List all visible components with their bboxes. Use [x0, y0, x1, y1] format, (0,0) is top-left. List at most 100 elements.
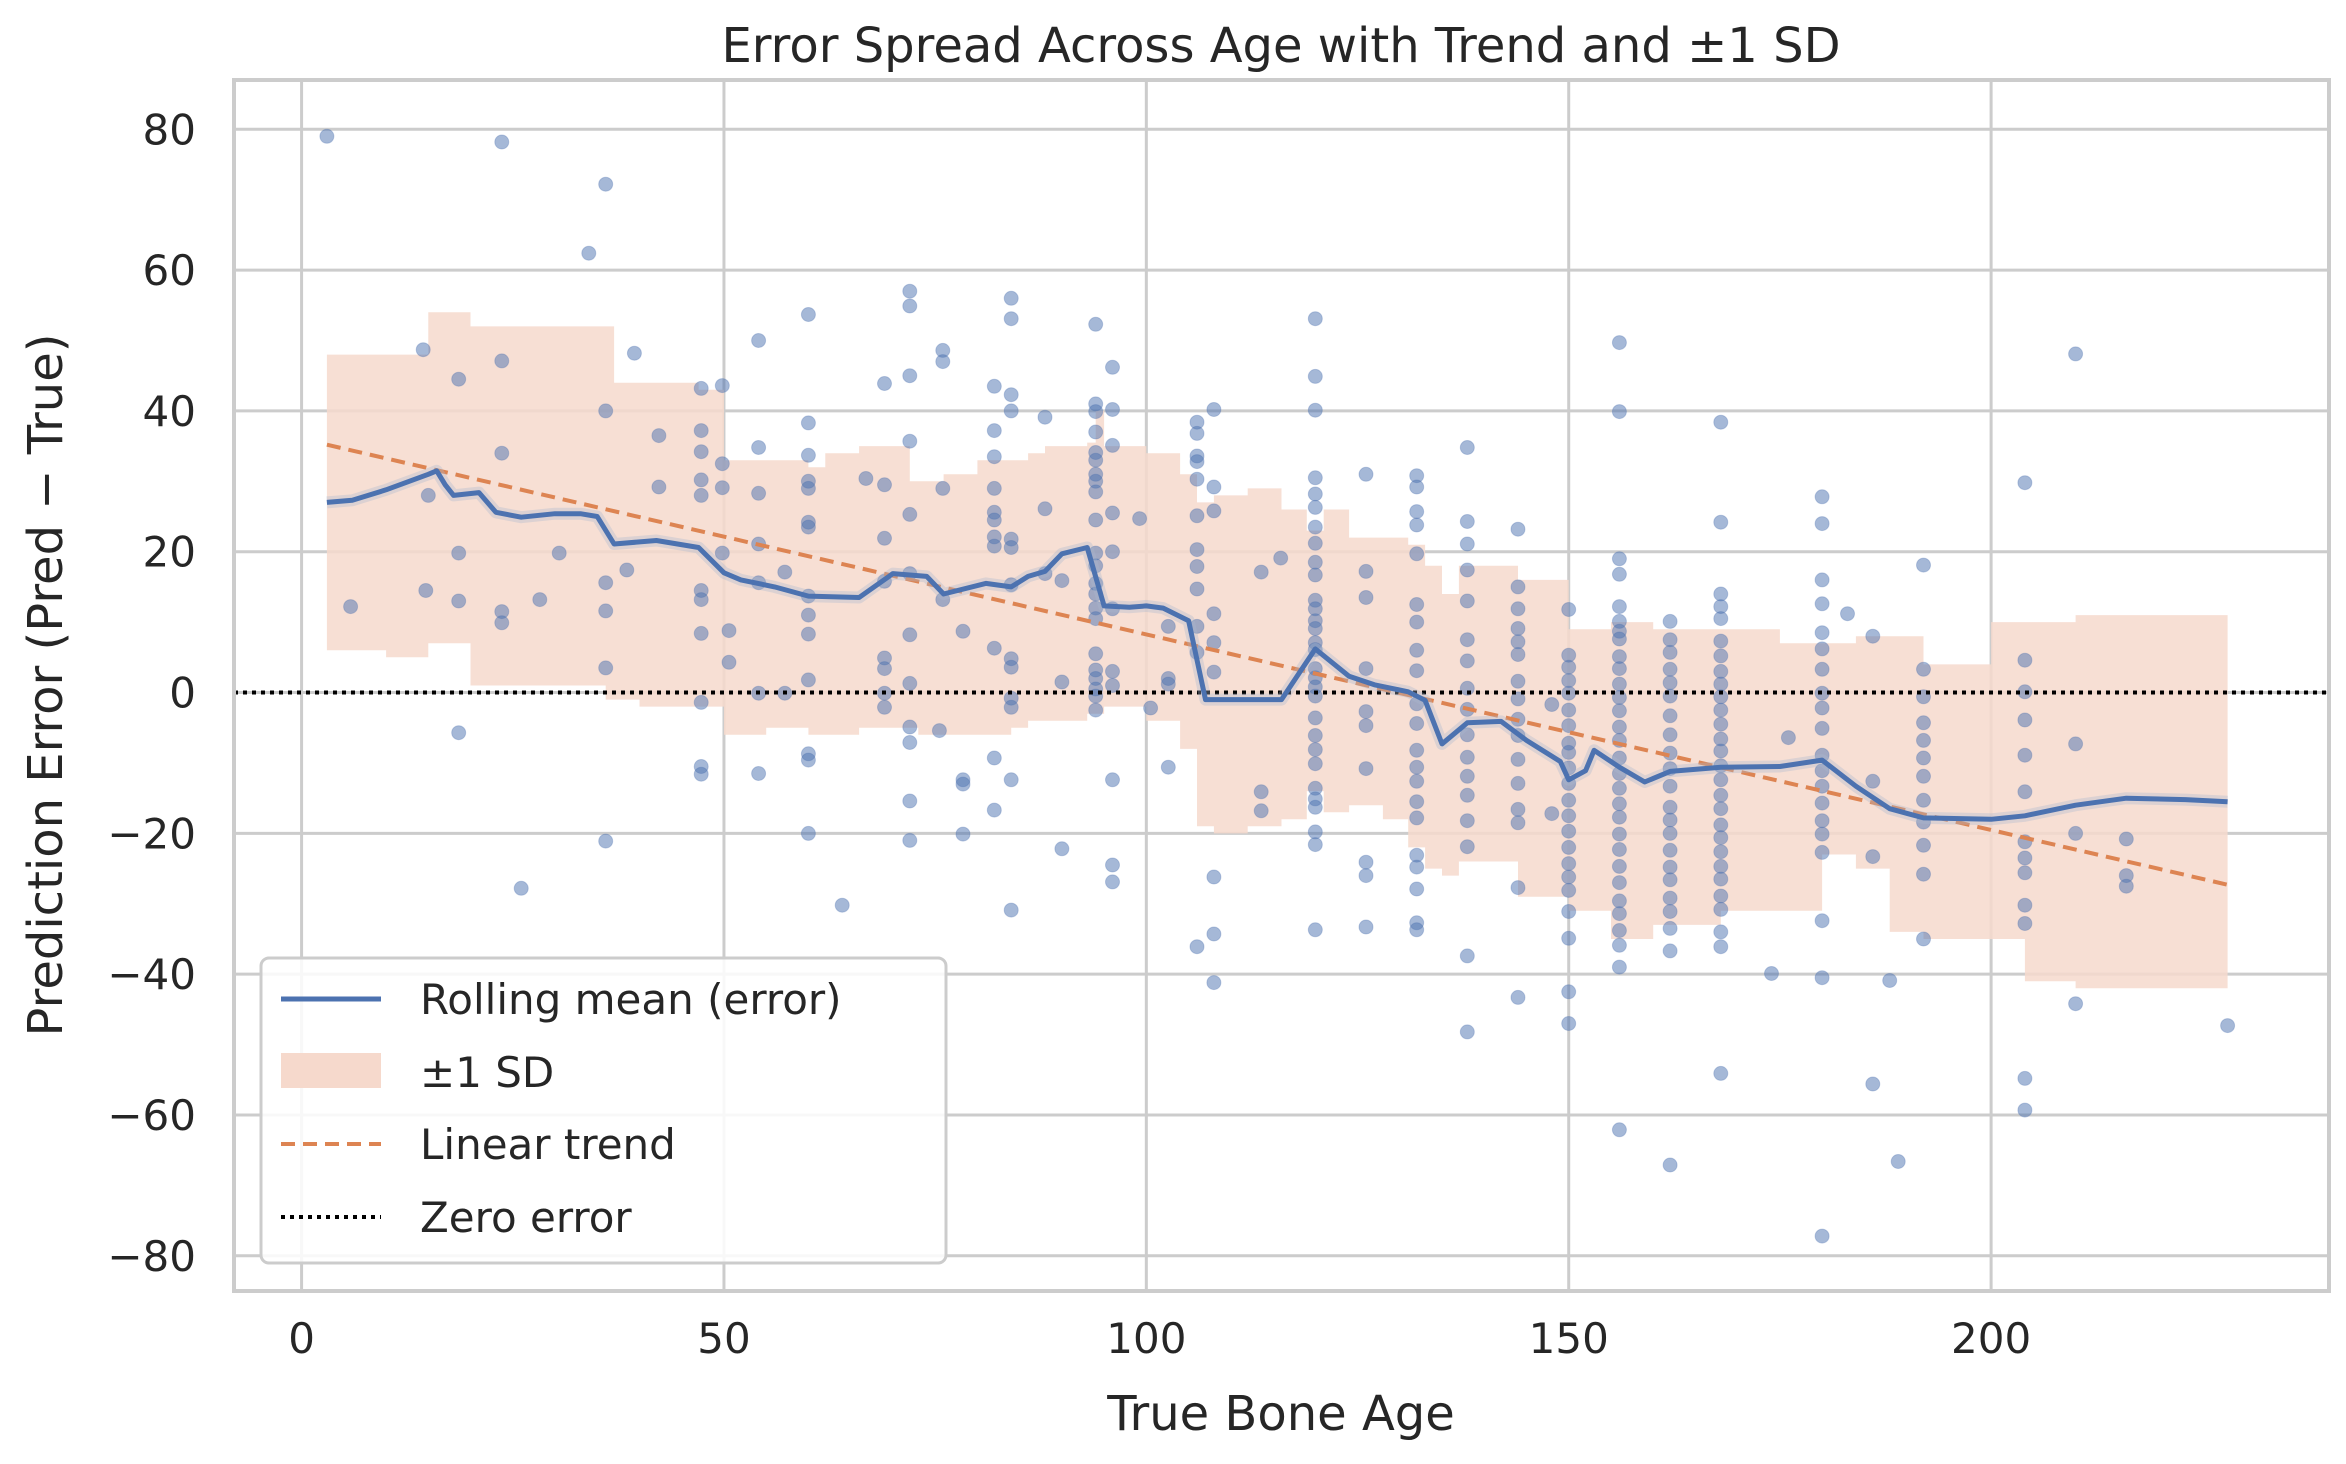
scatter-point [986, 480, 1002, 496]
scatter-point [1510, 601, 1526, 617]
scatter-point [1865, 849, 1881, 865]
y-tick-label: −80 [107, 1232, 196, 1281]
scatter-point [1409, 810, 1425, 826]
scatter-point [1206, 402, 1222, 417]
scatter-point [1105, 402, 1120, 417]
scatter-point [2118, 831, 2134, 847]
scatter-point [1409, 881, 1425, 897]
scatter-point [1662, 644, 1678, 660]
scatter-point [800, 519, 816, 535]
scatter-point [1611, 937, 1627, 953]
scatter-point [693, 423, 709, 439]
scatter-point [1358, 590, 1374, 605]
x-tick-label: 100 [1106, 1314, 1186, 1363]
scatter-point [651, 428, 667, 444]
scatter-point [800, 447, 816, 463]
y-tick-label: −40 [107, 950, 196, 999]
scatter-point [1662, 842, 1678, 858]
scatter-point [2017, 897, 2033, 913]
scatter-point [1459, 768, 1475, 784]
scatter-point [1561, 702, 1577, 718]
legend-label-sd-band: ±1 SD [420, 1048, 554, 1097]
scatter-point [1611, 1122, 1627, 1138]
legend: Rolling mean (error) ±1 SD Linear trend … [259, 956, 948, 1265]
scatter-point [1189, 542, 1205, 558]
scatter-point [902, 433, 918, 449]
scatter-point [1713, 858, 1729, 874]
scatter-point [1409, 794, 1425, 810]
scatter-point [1307, 742, 1323, 758]
scatter-point [1713, 871, 1729, 887]
scatter-point [2220, 1018, 2236, 1034]
scatter-point [532, 592, 548, 608]
scatter-point [1713, 901, 1729, 917]
scatter-point [986, 750, 1002, 766]
scatter-point [1662, 920, 1678, 936]
scatter-point [1510, 673, 1526, 689]
scatter-point [651, 479, 667, 495]
scatter-point [1916, 837, 1931, 853]
scatter-point [1088, 646, 1104, 662]
scatter-point [2017, 916, 2033, 931]
scatter-point [1510, 621, 1526, 636]
scatter-point [1882, 973, 1898, 988]
scatter-point [1253, 784, 1269, 800]
scatter-point [1206, 926, 1222, 942]
scatter-point [1409, 759, 1425, 775]
scatter-point [1561, 823, 1577, 839]
scatter-point [1409, 663, 1425, 679]
lines-layer [234, 442, 2329, 887]
y-tick-label: 40 [143, 387, 196, 436]
scatter-point [1611, 780, 1627, 796]
scatter-point [902, 627, 918, 643]
scatter-point [1561, 718, 1577, 734]
scatter-point [1510, 989, 1526, 1005]
scatter-point [1662, 1157, 1678, 1173]
scatter-point [1105, 544, 1120, 560]
scatter-point [2017, 850, 2033, 866]
scatter-point [751, 440, 767, 455]
scatter-point [1662, 675, 1678, 691]
scatter-point [1307, 756, 1323, 772]
scatter-point [1780, 730, 1796, 746]
scatter-point [1358, 466, 1374, 482]
scatter-point [1510, 751, 1526, 767]
scatter-point [1561, 984, 1577, 1000]
x-tick-label: 200 [1951, 1314, 2031, 1363]
scatter-point [1307, 311, 1323, 327]
scatter-point [1916, 750, 1931, 766]
scatter-point [1409, 517, 1425, 533]
scatter-point [1561, 744, 1577, 760]
scatter-point [1307, 535, 1323, 551]
legend-box [259, 956, 948, 1265]
scatter-point [626, 345, 642, 361]
scatter-point [1510, 815, 1526, 831]
scatter-point [751, 333, 767, 348]
scatter-point [2017, 475, 2033, 491]
scatter-point [1459, 653, 1475, 669]
scatter-point [1459, 948, 1475, 964]
scatter-point [693, 694, 709, 710]
scatter-point [800, 480, 816, 496]
scatter-point [1409, 859, 1425, 875]
scatter-point [1088, 424, 1104, 440]
scatter-point [2017, 1070, 2033, 1086]
scatter-point [1307, 554, 1323, 570]
scatter-point [986, 378, 1002, 394]
scatter-point [1037, 501, 1053, 517]
scatter-point [955, 776, 971, 792]
scatter-point [1409, 922, 1425, 938]
scatter-point [1561, 602, 1577, 617]
x-tick-label: 0 [288, 1314, 315, 1363]
scatter-point [1611, 858, 1627, 874]
scatter-point [1054, 674, 1070, 690]
y-tick-labels: −80 −60 −40 −20 0 20 40 60 80 [107, 105, 196, 1281]
scatter-point [1358, 919, 1374, 935]
scatter-point [1307, 519, 1323, 535]
scatter-point [693, 592, 709, 608]
scatter-point [1358, 661, 1374, 677]
scatter-point [1160, 618, 1176, 634]
scatter-point [1814, 970, 1830, 986]
scatter-point [986, 423, 1002, 439]
scatter-point [1307, 824, 1323, 840]
